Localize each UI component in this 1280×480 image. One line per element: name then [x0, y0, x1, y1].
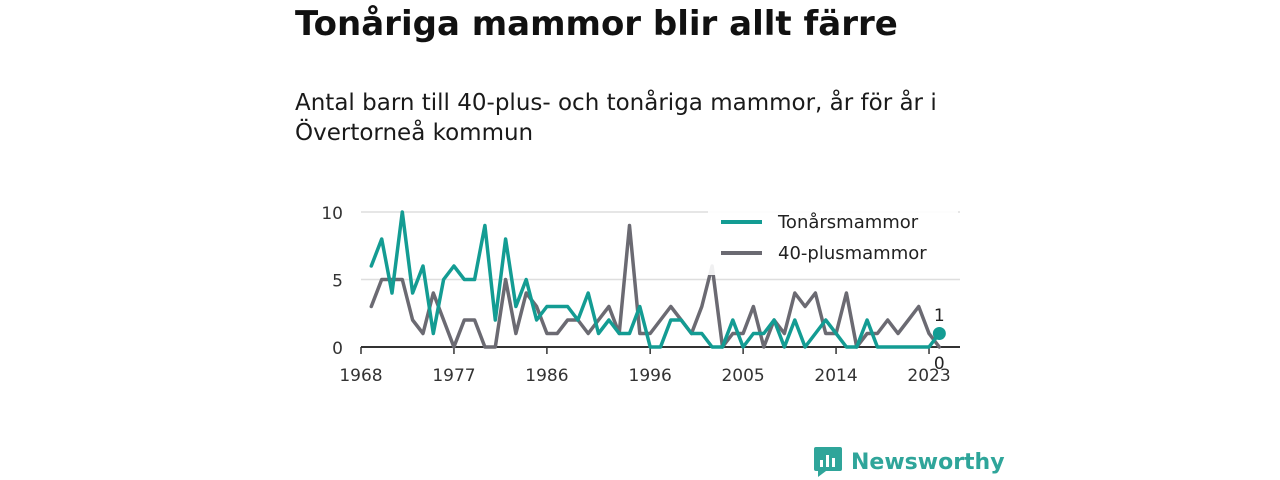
- brand-name: Newsworthy: [851, 449, 1005, 475]
- series-line: [369, 223, 942, 349]
- x-tick-label: 2014: [814, 366, 857, 386]
- end-point-marker: [932, 327, 946, 340]
- chart-title: Tonåriga mammor blir allt färre: [295, 4, 898, 44]
- end-label: 1: [934, 306, 945, 326]
- y-tick-label: 10: [321, 204, 343, 224]
- legend-background: [708, 205, 958, 275]
- brand-logo[interactable]: Newsworthy: [814, 446, 1005, 478]
- legend-label: 40-plusmammor: [778, 243, 927, 264]
- end-label: 0: [934, 354, 945, 374]
- newsworthy-logo-icon: [814, 447, 842, 477]
- y-tick-label: 0: [332, 339, 343, 359]
- y-tick-label: 5: [332, 272, 343, 292]
- x-tick-label: 2023: [907, 366, 950, 386]
- series-line: [369, 210, 942, 349]
- legend-label: Tonårsmammor: [777, 212, 919, 233]
- x-tick-label: 1986: [525, 366, 568, 386]
- chart-subtitle: Antal barn till 40-plus- och tonåriga ma…: [295, 90, 937, 146]
- x-tick-label: 1996: [629, 366, 672, 386]
- x-tick-label: 1977: [432, 366, 475, 386]
- x-tick-label: 1968: [339, 366, 382, 386]
- x-tick-label: 2005: [721, 366, 764, 386]
